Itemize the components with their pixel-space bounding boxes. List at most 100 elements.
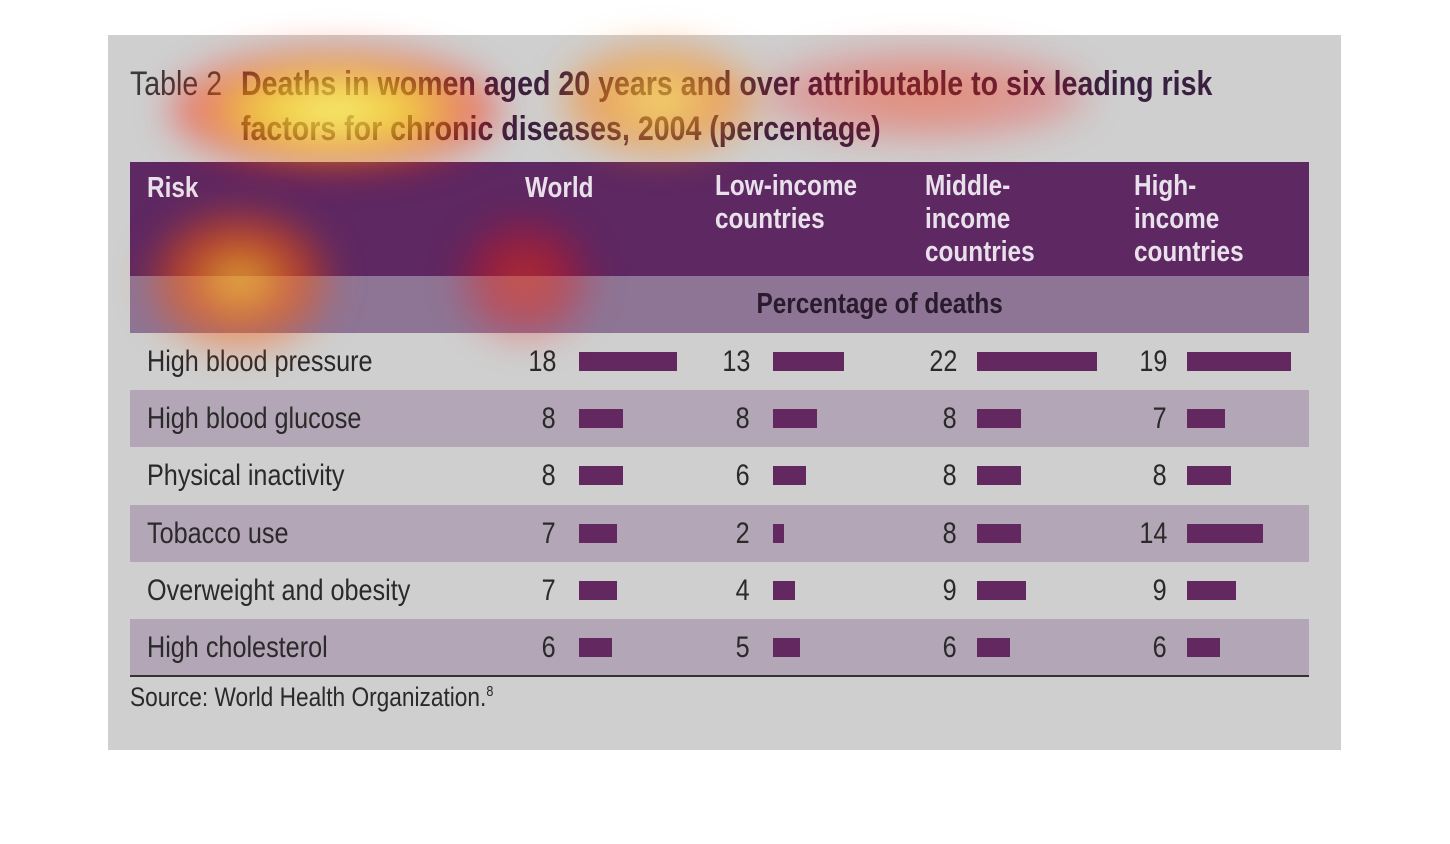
cell-text: 5 [735, 631, 750, 664]
cell-text: 7 [541, 573, 556, 607]
bar [1187, 523, 1264, 543]
column-header: Low-income countries [715, 170, 905, 236]
bar [579, 523, 618, 543]
cell-text: High blood glucose [147, 402, 362, 436]
value: 4 [630, 562, 750, 619]
bar [773, 466, 806, 486]
cell-text: 18 [527, 345, 556, 378]
cell-text: High-income countries [1134, 170, 1244, 268]
cell-text: 22 [928, 345, 957, 378]
value: 19 [1047, 333, 1167, 390]
bar [977, 580, 1027, 600]
cell-text: 8 [942, 516, 957, 550]
cell-text: Tobacco use [147, 516, 289, 550]
bar [773, 523, 784, 543]
row-band [130, 390, 1309, 448]
risk-label: High blood glucose [147, 390, 402, 447]
cell-text: 9 [942, 573, 957, 607]
value: 14 [1047, 505, 1167, 562]
bar [773, 352, 844, 371]
column-header: World [525, 170, 715, 205]
subheader: Percentage of deaths [510, 276, 1250, 333]
value: 8 [1047, 447, 1167, 504]
cell-text: 6 [541, 631, 556, 664]
value: 2 [630, 505, 750, 562]
cell-text: 8 [735, 402, 750, 436]
bar [977, 466, 1021, 486]
cell-text: Percentage of deaths [756, 288, 1004, 320]
value: 22 [837, 333, 957, 390]
bar [977, 409, 1021, 429]
row-band [130, 504, 1309, 562]
cell-text: 6 [1152, 631, 1167, 664]
bar [977, 523, 1021, 543]
value: 6 [1047, 619, 1167, 676]
source-text: Source: World Health Organization. [130, 682, 487, 712]
title-text: Deaths in women aged 20 years and over a… [241, 65, 1213, 148]
value: 9 [837, 562, 957, 619]
cell-text: 8 [942, 459, 957, 493]
risk-label: High cholesterol [147, 619, 362, 676]
column-header: High-income countries [1134, 170, 1324, 269]
value: 8 [837, 505, 957, 562]
column-header: Risk [147, 170, 447, 205]
cell-text: 7 [1152, 402, 1167, 436]
cell-text: 8 [1152, 459, 1167, 493]
value: 9 [1047, 562, 1167, 619]
value: 8 [837, 447, 957, 504]
value: 7 [1047, 390, 1167, 447]
cell-text: 6 [942, 631, 957, 664]
bottom-rule [130, 675, 1309, 677]
cell-text: Physical inactivity [147, 459, 345, 493]
bar [1187, 352, 1291, 371]
cell-text: High cholesterol [147, 631, 328, 664]
value: 7 [436, 562, 556, 619]
value: 8 [436, 447, 556, 504]
cell-text: 14 [1138, 516, 1167, 550]
bar [579, 466, 623, 486]
value: 13 [630, 333, 750, 390]
table-label: Table 2 [130, 65, 223, 103]
value: 5 [630, 619, 750, 676]
cell-text: Low-income countries [715, 170, 858, 235]
bar [773, 409, 817, 429]
bar [977, 638, 1010, 657]
bar [1187, 409, 1226, 429]
cell-text: 7 [541, 516, 556, 550]
table-title: Deaths in women aged 20 years and over a… [241, 62, 1450, 152]
cell-text: 8 [541, 459, 556, 493]
cell-text: 6 [735, 459, 750, 493]
risk-label: Overweight and obesity [147, 562, 461, 619]
value: 7 [436, 505, 556, 562]
cell-text: 4 [735, 573, 750, 607]
risk-label: Tobacco use [147, 505, 315, 562]
bar [579, 352, 678, 371]
value: 8 [837, 390, 957, 447]
cell-text: Overweight and obesity [147, 573, 411, 607]
row-band [130, 619, 1309, 676]
risk-label: Physical inactivity [147, 447, 382, 504]
value: 6 [436, 619, 556, 676]
cell-text: Risk [147, 172, 199, 204]
value: 18 [436, 333, 556, 390]
cell-text: World [525, 172, 594, 204]
cell-text: 2 [735, 516, 750, 550]
value: 6 [630, 447, 750, 504]
bar [579, 580, 618, 600]
value: 8 [630, 390, 750, 447]
cell-text: Middle-income countries [925, 170, 1035, 268]
bar [579, 638, 612, 657]
source-note: 8 [486, 683, 494, 700]
cell-text: 13 [721, 345, 750, 378]
bar [1187, 638, 1220, 657]
value: 8 [436, 390, 556, 447]
risk-label: High blood pressure [147, 333, 416, 390]
bar [773, 638, 801, 657]
cell-text: 8 [541, 402, 556, 436]
bar [1187, 466, 1231, 486]
bar [977, 352, 1097, 371]
bar [773, 580, 795, 600]
cell-text: 8 [942, 402, 957, 436]
cell-text: 9 [1152, 573, 1167, 607]
